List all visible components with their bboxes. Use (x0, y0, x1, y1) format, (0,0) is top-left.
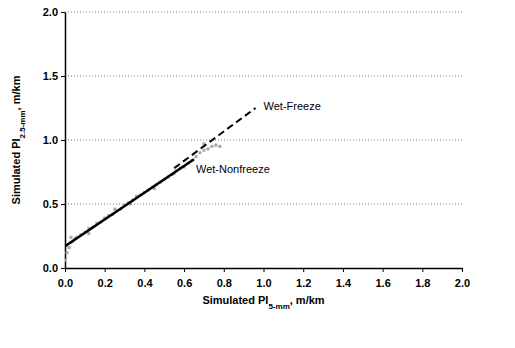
tick-mark (144, 268, 145, 272)
tick: 0.8 (217, 268, 232, 289)
x-axis-title: Simulated PI5-mm, m/km (202, 294, 324, 311)
tick-mark (105, 268, 106, 272)
label-part: Simulated PI (10, 138, 22, 204)
point (206, 147, 209, 150)
tick-label: 0.8 (217, 277, 232, 289)
tick-mark (303, 268, 304, 272)
tick: 1.8 (415, 268, 430, 289)
tick-label: 0.4 (137, 277, 153, 289)
tick: 1.4 (336, 268, 352, 289)
tick-mark (61, 204, 65, 205)
tick-mark (61, 76, 65, 77)
scatter-series (65, 142, 221, 261)
point (218, 145, 221, 148)
tick-mark (462, 268, 463, 272)
tick: 1.0 (43, 134, 65, 146)
point (195, 155, 198, 158)
grid-line (65, 76, 462, 77)
tick-label: 1.6 (375, 277, 390, 289)
fit-line (65, 159, 194, 246)
tick-label: 0.0 (58, 277, 73, 289)
tick: 0.0 (43, 262, 65, 274)
label-subscript: 5-mm (268, 302, 289, 311)
plot-area (65, 108, 256, 262)
tick: 1.6 (375, 268, 390, 289)
series-labels: Wet-Nonfreeze Wet-Freeze (196, 100, 321, 175)
tick-mark (61, 12, 65, 13)
y-axis: 0.0 0.5 1.0 1.5 2.0 (43, 6, 66, 274)
point (214, 144, 217, 147)
chart: 0.0 0.2 0.4 0.6 0.8 1.0 1.2 1.4 1.6 1.8 2.0 0.0 0.5 1… (0, 0, 515, 348)
tick: 0.5 (43, 198, 65, 210)
tick-mark (224, 268, 225, 272)
tick-label: 0.0 (43, 262, 58, 274)
tick-label: 0.5 (43, 198, 58, 210)
series-label: Wet-Freeze (264, 100, 321, 112)
x-axis: 0.0 0.2 0.4 0.6 0.8 1.0 1.2 1.4 1.6 1.8 2.0 (58, 268, 470, 289)
tick-mark (61, 140, 65, 141)
tick-label: 2.0 (455, 277, 470, 289)
series-label: Wet-Nonfreeze (196, 163, 270, 175)
tick-label: 1.2 (296, 277, 311, 289)
tick-label: 1.0 (43, 134, 58, 146)
tick: 0.6 (177, 268, 192, 289)
fit-line (174, 108, 255, 168)
grid-line (65, 140, 462, 141)
grid-line (65, 12, 462, 13)
tick: 2.0 (455, 268, 470, 289)
tick-label: 2.0 (43, 6, 58, 18)
grid (65, 12, 462, 204)
point (69, 236, 72, 239)
tick-mark (184, 268, 185, 272)
point (198, 151, 201, 154)
label-part: , m/km (290, 294, 325, 306)
label-part: , m/km (10, 75, 22, 110)
point (65, 251, 68, 254)
tick-label: 1.0 (256, 277, 271, 289)
tick-label: 1.4 (336, 277, 352, 289)
tick-mark (264, 268, 265, 272)
tick-label: 1.8 (415, 277, 430, 289)
tick: 2.0 (43, 6, 65, 18)
tick: 0.2 (98, 268, 113, 289)
label-part: Simulated PI (202, 294, 268, 306)
tick-mark (65, 268, 66, 272)
point (202, 149, 205, 152)
point (87, 232, 90, 235)
tick-label: 0.2 (98, 277, 113, 289)
tick-label: 0.6 (177, 277, 192, 289)
tick: 0.4 (137, 268, 153, 289)
tick-mark (343, 268, 344, 272)
tick: 1.2 (296, 268, 311, 289)
label-subscript: 2.5-mm (18, 110, 27, 138)
tick: 1.0 (256, 268, 271, 289)
point (210, 145, 213, 148)
tick: 0.0 (58, 268, 73, 289)
tick-mark (422, 268, 423, 272)
y-axis-title: Simulated PI2.5-mm, m/km (10, 75, 27, 204)
tick-mark (61, 268, 65, 269)
point (67, 246, 70, 249)
point (65, 259, 67, 262)
tick-label: 1.5 (43, 70, 58, 82)
point (113, 208, 116, 211)
tick: 1.5 (43, 70, 65, 82)
tick-mark (383, 268, 384, 272)
